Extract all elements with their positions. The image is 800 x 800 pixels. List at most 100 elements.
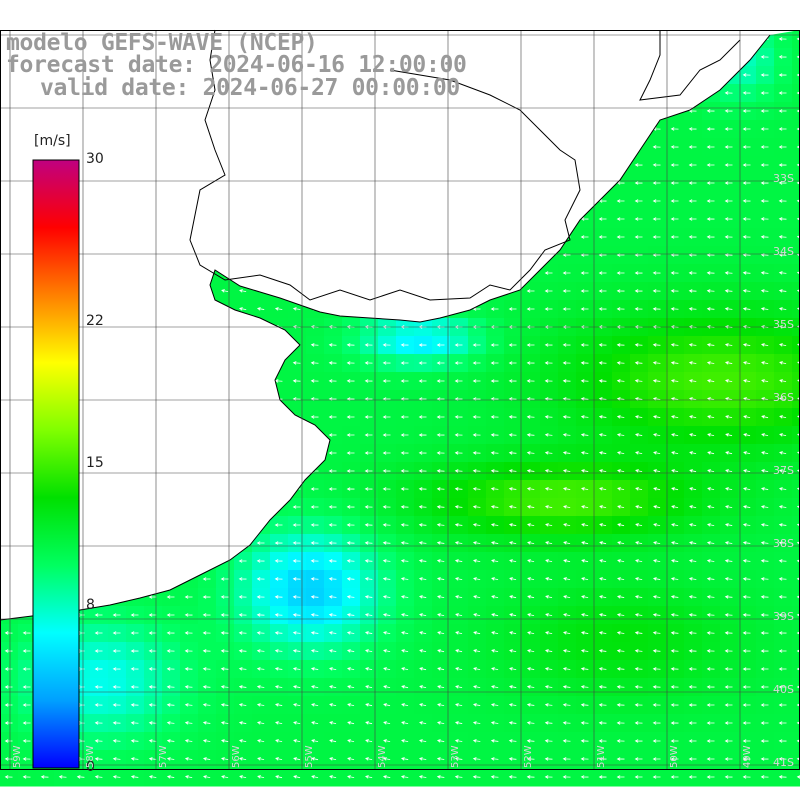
wind-arrow [346,613,355,617]
wind-arrow [508,433,517,437]
latitude-label: 36S [773,391,794,404]
wind-arrow [742,613,751,617]
wind-arrow [598,433,607,437]
wind-arrow [544,343,553,347]
wind-arrow [455,631,463,635]
wind-arrow [562,649,571,653]
wind-arrow [724,127,733,131]
wind-arrow [671,505,679,509]
wind-arrow [634,613,643,617]
wind-arrow [562,487,571,491]
wind-arrow [238,667,247,671]
wind-arrow [472,307,481,311]
wind-arrow [491,631,499,635]
wind-arrow [634,235,643,239]
wind-arrow [707,397,715,401]
wind-arrow [491,595,499,599]
wind-arrow [688,235,697,239]
wind-arrow [563,541,571,545]
wind-arrow [526,379,535,383]
wind-arrow [491,577,499,581]
wind-arrow [778,613,787,617]
wind-arrow [725,415,733,419]
wind-arrow [724,217,733,221]
wind-arrow [724,271,733,275]
wind-arrow [652,613,661,617]
field-cell [792,354,800,373]
colorbar-tick-label: 8 [86,596,95,613]
wind-arrow [724,163,733,167]
wind-arrow [778,145,787,149]
wind-arrow [526,433,535,437]
wind-arrow [545,559,553,563]
wind-arrow [220,595,229,599]
wind-arrow [112,685,121,689]
wind-arrow [491,667,499,671]
wind-arrow [112,613,121,617]
wind-arrow [112,649,121,653]
wind-arrow [472,469,481,473]
wind-arrow [760,145,769,149]
wind-arrow [419,631,427,635]
wind-arrow [688,145,697,149]
wind-arrow [382,415,391,419]
wind-arrow [328,505,337,509]
wind-arrow [688,271,697,275]
wind-arrow [724,613,733,617]
wind-arrow [581,487,589,491]
wind-arrow [653,523,661,527]
wind-arrow [527,523,535,527]
wind-arrow [544,505,553,509]
wind-arrow [328,613,337,617]
wind-arrow [544,361,553,365]
wind-arrow [455,649,463,653]
field-cell [792,156,800,175]
wind-arrow [328,451,337,455]
wind-arrow [22,649,31,653]
field-cell [792,696,800,715]
wind-arrow [670,271,679,275]
wind-arrow [527,649,535,653]
wind-arrow [364,577,373,581]
wind-arrow [598,667,607,671]
wind-arrow [310,577,319,581]
wind-arrow [725,433,733,437]
wind-arrow [563,523,571,527]
wind-arrow [292,649,301,653]
wind-arrow [346,433,355,437]
wind-arrow [22,685,31,689]
wind-arrow [617,487,625,491]
wind-arrow [778,73,787,77]
wind-arrow [400,433,409,437]
wind-arrow [364,505,373,509]
wind-arrow [544,307,553,311]
wind-arrow [436,379,445,383]
wind-arrow [778,289,787,293]
wind-arrow [562,415,571,419]
wind-arrow [508,307,517,311]
wind-arrow [365,649,373,653]
wind-arrow [310,361,319,365]
wind-arrow [616,307,625,311]
wind-arrow [670,127,679,131]
wind-arrow [400,361,409,365]
colorbar-tick-label: 22 [86,313,104,330]
wind-arrow [364,613,373,617]
wind-arrow [328,559,337,563]
wind-arrow [292,541,301,545]
wind-arrow [688,559,697,563]
wind-arrow [112,667,121,671]
wind-arrow [130,685,139,689]
wind-arrow [274,577,283,581]
longitude-label: 58W [85,745,96,768]
wind-arrow [436,523,445,527]
wind-arrow [346,559,355,563]
wind-arrow [635,487,643,491]
wind-arrow [184,685,193,689]
longitude-label: 50W [669,745,680,768]
wind-arrow [328,541,337,545]
wind-arrow [545,541,553,545]
wind-arrow [328,577,337,581]
wind-arrow [688,613,697,617]
wind-arrow [580,415,589,419]
